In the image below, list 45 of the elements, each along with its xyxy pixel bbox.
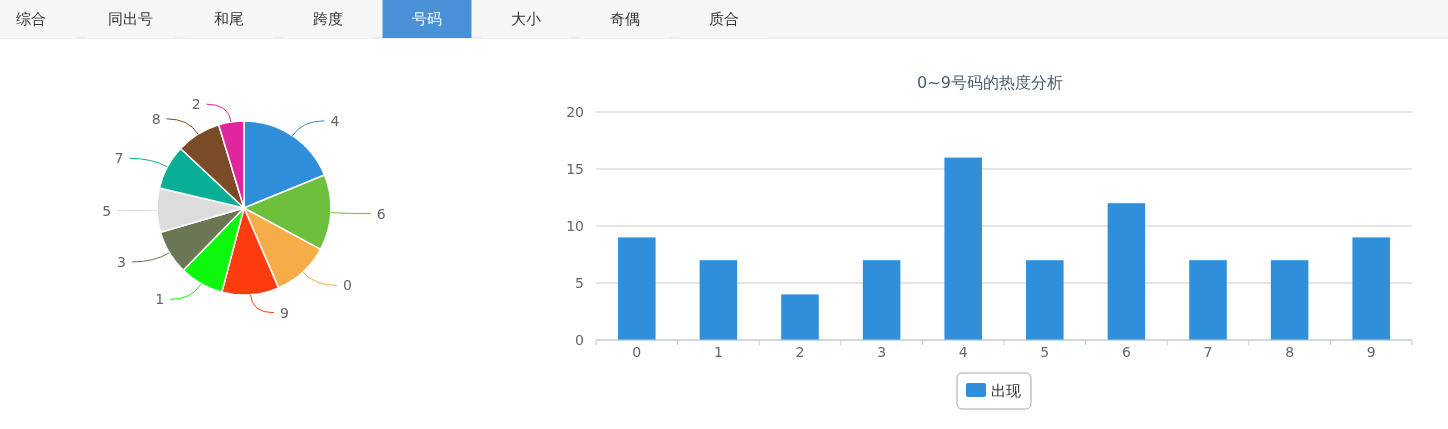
category-label: 综合 bbox=[16, 10, 46, 28]
chart-title: 0~9号码的热度分析 bbox=[917, 73, 1063, 92]
bar bbox=[781, 294, 819, 340]
x-tick-label: 9 bbox=[1366, 344, 1376, 360]
category-label: 和尾 bbox=[214, 10, 244, 28]
x-tick-label: 2 bbox=[795, 344, 805, 360]
slice-label: 5 bbox=[102, 202, 112, 219]
slice-label: 3 bbox=[117, 254, 126, 271]
slice-label: 8 bbox=[151, 110, 161, 127]
bar bbox=[699, 260, 738, 340]
bar bbox=[1107, 203, 1146, 340]
bar bbox=[862, 260, 901, 340]
slice-label: 0 bbox=[342, 277, 352, 294]
category-label: 大小 bbox=[511, 10, 541, 28]
x-tick-label: 7 bbox=[1203, 344, 1213, 360]
slice-label: 4 bbox=[330, 112, 340, 129]
slice-label: 1 bbox=[155, 291, 165, 308]
bar bbox=[1270, 260, 1309, 340]
x-tick-label: 6 bbox=[1121, 344, 1131, 360]
category-label: 跨度 bbox=[313, 10, 343, 28]
x-tick-label: 8 bbox=[1285, 344, 1295, 360]
y-tick-label: 20 bbox=[566, 104, 584, 120]
y-tick-label: 10 bbox=[566, 218, 584, 234]
slice-label: 2 bbox=[191, 96, 201, 113]
legend-label: 出现 bbox=[991, 382, 1021, 400]
slice-label: 7 bbox=[114, 150, 124, 167]
x-tick-label: 0 bbox=[632, 344, 642, 360]
category-label: 质合 bbox=[709, 10, 739, 28]
bar bbox=[618, 237, 656, 340]
bar bbox=[1189, 260, 1227, 340]
x-tick-label: 1 bbox=[713, 344, 723, 360]
slice-label: 9 bbox=[279, 304, 289, 321]
y-tick-label: 5 bbox=[575, 275, 584, 291]
category-label: 奇偶 bbox=[610, 10, 640, 28]
bar bbox=[1026, 260, 1064, 340]
y-tick-label: 15 bbox=[566, 161, 584, 177]
bar bbox=[944, 157, 982, 340]
x-tick-label: 5 bbox=[1040, 344, 1050, 360]
slice-label: 6 bbox=[376, 205, 386, 222]
category-label: 同出号 bbox=[107, 10, 153, 28]
x-tick-label: 4 bbox=[958, 344, 968, 360]
x-tick-label: 3 bbox=[877, 344, 887, 360]
bar bbox=[1352, 237, 1390, 340]
category-label: 号码 bbox=[412, 10, 442, 28]
y-tick-label: 0 bbox=[575, 332, 584, 348]
